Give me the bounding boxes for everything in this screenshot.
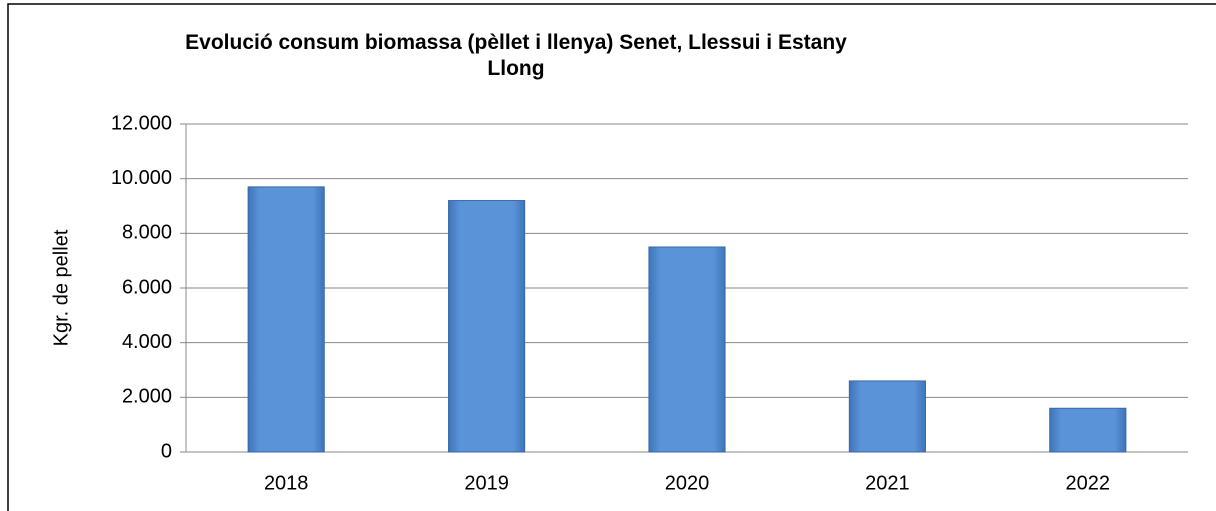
bar xyxy=(247,186,325,453)
x-tick-label: 2018 xyxy=(264,472,309,494)
y-tick-label: 12.000 xyxy=(111,112,172,134)
y-tick-label: 2.000 xyxy=(122,386,172,408)
y-tick-label: 8.000 xyxy=(122,222,172,244)
y-tick-label: 6.000 xyxy=(122,276,172,298)
bar xyxy=(848,380,926,453)
y-axis-label: Kgr. de pellet xyxy=(50,229,72,346)
x-tick-label: 2020 xyxy=(665,472,710,494)
x-tick-label: 2022 xyxy=(1066,472,1111,494)
chart-border xyxy=(7,3,1216,511)
chart-title: Evolució consum biomassa (pèllet i lleny… xyxy=(185,31,847,80)
y-tick-label: 10.000 xyxy=(111,167,172,189)
y-tick-label: 0 xyxy=(161,440,172,462)
bar xyxy=(648,246,726,453)
bar xyxy=(1049,407,1127,453)
bar xyxy=(448,200,526,453)
y-tick-label: 4.000 xyxy=(122,331,172,353)
x-tick-label: 2021 xyxy=(865,472,910,494)
x-tick-label: 2019 xyxy=(464,472,509,494)
